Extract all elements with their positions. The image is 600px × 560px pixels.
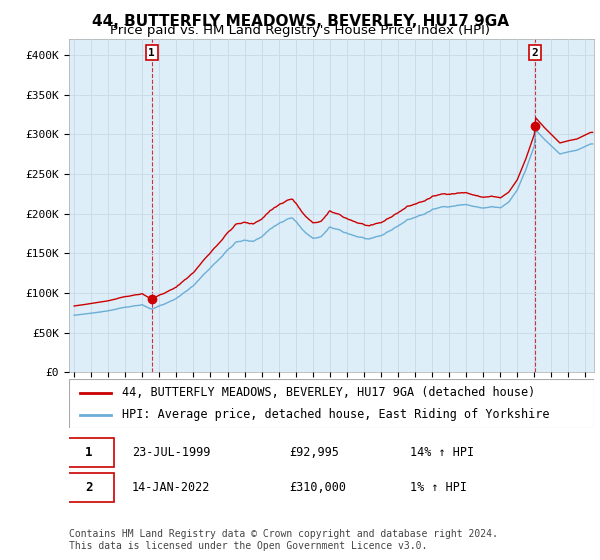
Text: Price paid vs. HM Land Registry's House Price Index (HPI): Price paid vs. HM Land Registry's House …: [110, 24, 490, 37]
Text: Contains HM Land Registry data © Crown copyright and database right 2024.
This d: Contains HM Land Registry data © Crown c…: [69, 529, 498, 551]
Text: £92,995: £92,995: [290, 446, 340, 459]
Text: HPI: Average price, detached house, East Riding of Yorkshire: HPI: Average price, detached house, East…: [121, 408, 549, 421]
Text: 1% ↑ HPI: 1% ↑ HPI: [410, 481, 467, 494]
Text: 2: 2: [532, 48, 538, 58]
Text: 1: 1: [148, 48, 155, 58]
Text: £310,000: £310,000: [290, 481, 347, 494]
FancyBboxPatch shape: [64, 473, 113, 502]
Text: 2: 2: [85, 481, 92, 494]
Text: 44, BUTTERFLY MEADOWS, BEVERLEY, HU17 9GA (detached house): 44, BUTTERFLY MEADOWS, BEVERLEY, HU17 9G…: [121, 386, 535, 399]
Text: 23-JUL-1999: 23-JUL-1999: [132, 446, 211, 459]
Text: 14-JAN-2022: 14-JAN-2022: [132, 481, 211, 494]
FancyBboxPatch shape: [64, 438, 113, 467]
Text: 1: 1: [85, 446, 92, 459]
Text: 44, BUTTERFLY MEADOWS, BEVERLEY, HU17 9GA: 44, BUTTERFLY MEADOWS, BEVERLEY, HU17 9G…: [91, 14, 509, 29]
Text: 14% ↑ HPI: 14% ↑ HPI: [410, 446, 475, 459]
